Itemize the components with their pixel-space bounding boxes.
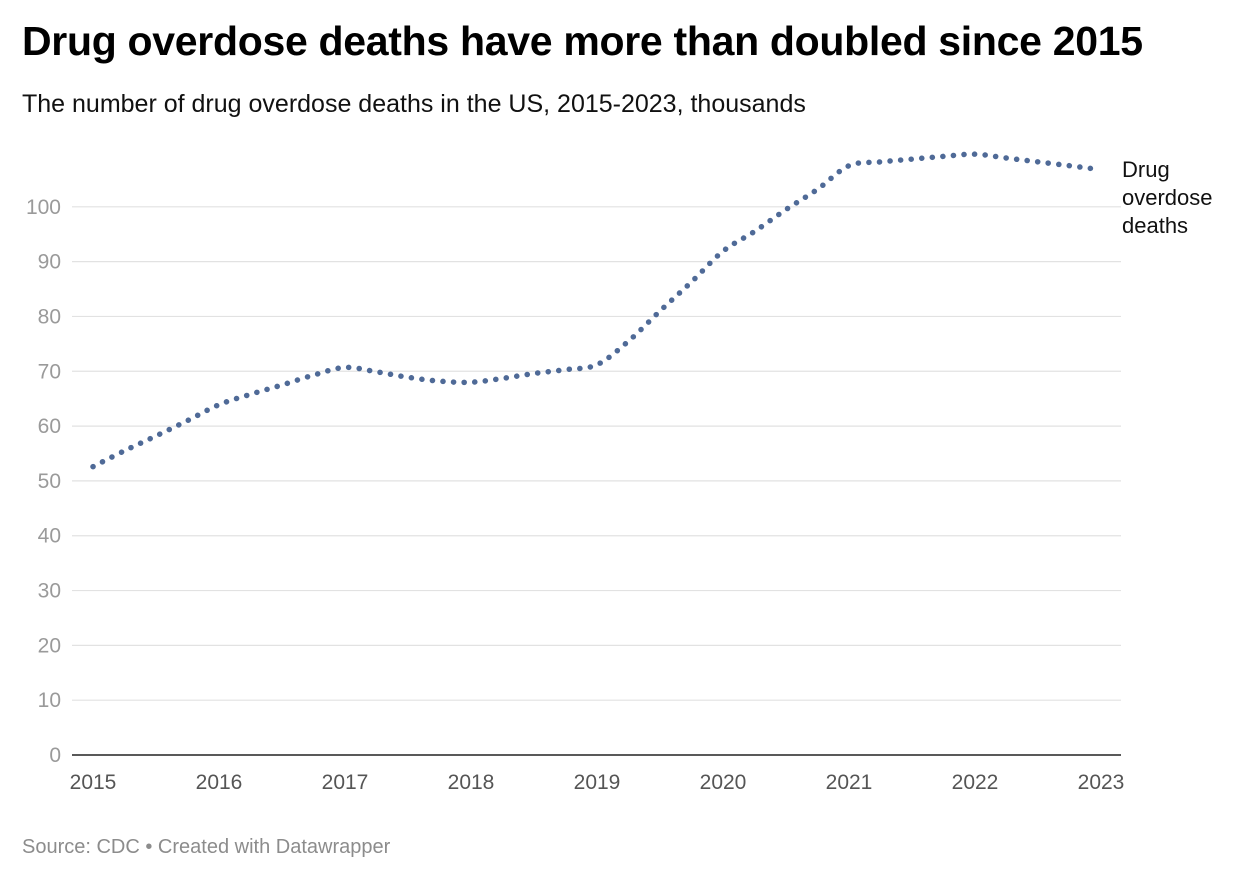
- x-axis-tick-labels: 2015 2016 2017 2018 2019 2020 2021 2022 2023: [70, 771, 1125, 794]
- x-tick-label: 2015: [70, 771, 117, 794]
- x-tick-label: 2019: [574, 771, 621, 794]
- y-tick-label: 30: [38, 580, 61, 603]
- y-tick-label: 70: [38, 360, 61, 383]
- x-tick-label: 2018: [448, 771, 495, 794]
- x-tick-label: 2021: [826, 771, 873, 794]
- y-tick-label: 90: [38, 251, 61, 274]
- chart-subtitle: The number of drug overdose deaths in th…: [22, 90, 806, 118]
- y-tick-label: 10: [38, 689, 61, 712]
- y-axis-tick-labels: 0 10 20 30 40 50 60 70 80 90 100: [26, 196, 61, 767]
- series-line-drug-overdose-deaths: [90, 151, 1094, 470]
- source-note: Source: CDC • Created with Datawrapper: [22, 836, 391, 858]
- series-label-line: deaths: [1122, 213, 1188, 238]
- y-tick-label: 100: [26, 196, 61, 219]
- chart-title: Drug overdose deaths have more than doub…: [22, 18, 1143, 64]
- y-tick-label: 20: [38, 634, 61, 657]
- y-tick-label: 50: [38, 470, 61, 493]
- series-label-drug-overdose-deaths: Drug overdose deaths: [1122, 157, 1213, 238]
- x-tick-label: 2016: [196, 771, 243, 794]
- y-tick-label: 80: [38, 305, 61, 328]
- x-tick-label: 2023: [1078, 771, 1125, 794]
- y-tick-label: 0: [49, 744, 61, 767]
- x-tick-label: 2017: [322, 771, 369, 794]
- y-tick-label: 60: [38, 415, 61, 438]
- x-tick-label: 2020: [700, 771, 747, 794]
- series-label-line: Drug: [1122, 157, 1170, 182]
- series-label-line: overdose: [1122, 185, 1213, 210]
- y-tick-label: 40: [38, 525, 61, 548]
- x-tick-label: 2022: [952, 771, 999, 794]
- gridlines: [72, 206, 1121, 701]
